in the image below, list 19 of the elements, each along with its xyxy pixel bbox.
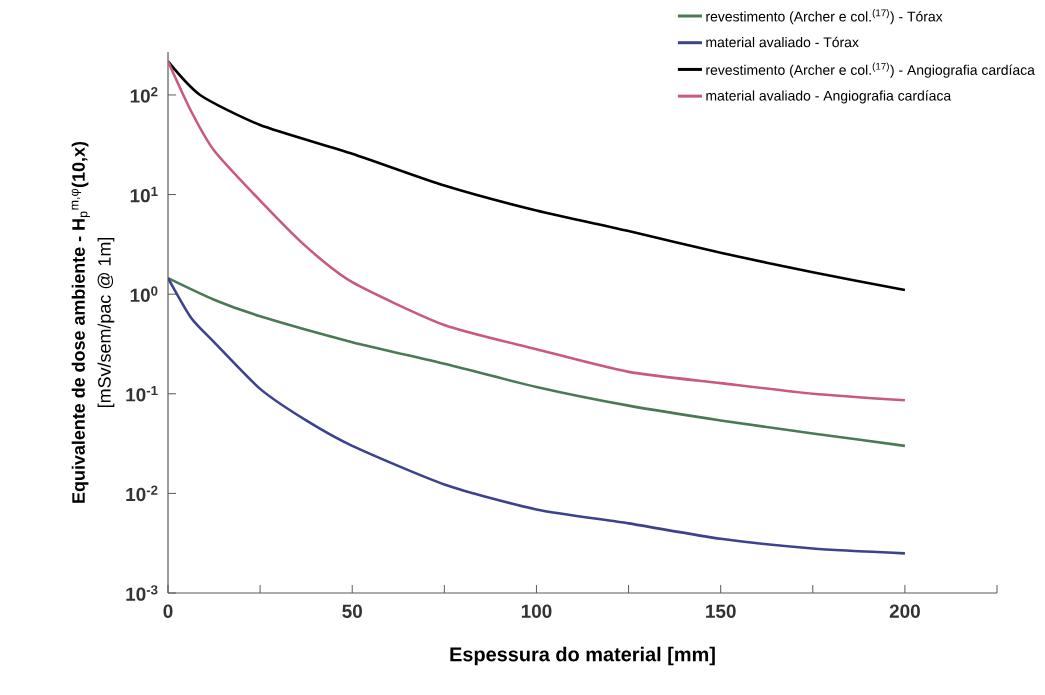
legend-label: revestimento (Archer e col.$^{(17)}$) - Angiografia cardíaca [706,62,1035,78]
y-tick-label: 10$^{-1}$ [126,386,158,402]
x-axis-title: Espessura do material [mm] [450,646,715,666]
legend-label: material avaliado - Angiografia cardíaca [706,90,952,104]
x-tick-label: 0 [163,604,173,618]
x-tick-label: 200 [889,604,920,618]
x-tick-label: 150 [706,604,736,618]
legend-label: material avaliado - Tórax [706,36,859,48]
y-tick-label: 10$^{-2}$ [126,485,158,502]
y-tick-label: 10$^{1}$ [130,186,158,203]
line-series [168,276,907,555]
y-tick-label: 10$^{-3}$ [126,585,158,601]
line-series [168,276,907,448]
x-tick-label: 50 [342,604,362,618]
y-tick-label: 10$^{2}$ [130,87,158,103]
y-tick-label: 10$^{0}$ [130,286,158,303]
text: Equivalente de dose ambiente - H$_{p}$$^{m,φ}$(10,x) [mSv/sem/pac @ 1m] [71,141,115,503]
legend-label: revestimento (Archer e col.$^{(17)}$) - Tórax [706,9,943,25]
x-tick-label: 100 [521,604,552,618]
